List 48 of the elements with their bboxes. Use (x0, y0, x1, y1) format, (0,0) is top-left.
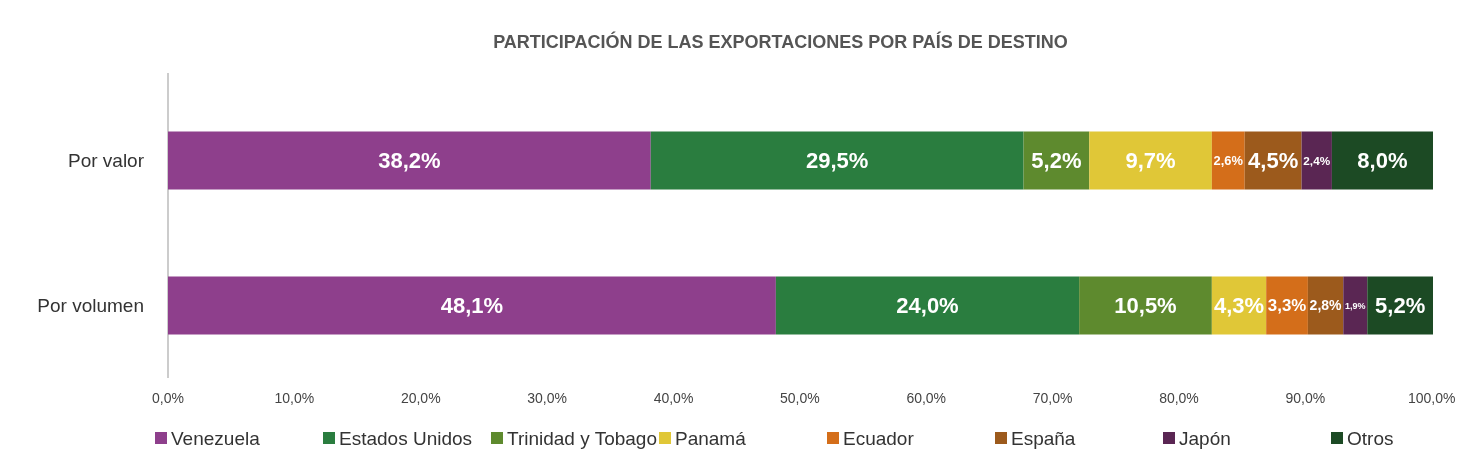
legend-label: Estados Unidos (339, 427, 473, 449)
legend-label: Venezuela (171, 427, 261, 449)
data-label: 5,2% (1031, 148, 1082, 174)
x-tick-label: 90,0% (1285, 390, 1326, 406)
x-tick-label: 100,0% (1407, 390, 1456, 406)
data-label: 24,0% (896, 293, 959, 319)
y-tick-label: Por volumen (37, 295, 144, 317)
x-tick-label: 10,0% (274, 390, 315, 406)
data-label: 3,3% (1267, 296, 1307, 316)
bar (168, 276, 776, 335)
legend-label: Ecuador (843, 427, 915, 449)
bar (1331, 131, 1433, 190)
legend-label: Trinidad y Tobago (507, 427, 657, 449)
bar (775, 276, 1080, 335)
data-label: 10,5% (1114, 293, 1177, 319)
data-label: 4,5% (1248, 148, 1299, 174)
bar (1211, 131, 1245, 190)
bar (1079, 276, 1212, 335)
data-label: 9,7% (1125, 148, 1176, 174)
data-label: 2,4% (1303, 153, 1331, 167)
x-tick-label: 80,0% (1159, 390, 1199, 406)
x-tick-label: 50,0% (780, 390, 820, 406)
data-label: 5,2% (1375, 293, 1426, 319)
y-tick-label: Por valor (67, 150, 145, 172)
data-label: 2,8% (1309, 297, 1343, 314)
data-label: 38,2% (378, 148, 441, 174)
x-tick-label: 60,0% (906, 390, 947, 406)
data-label: 2,6% (1213, 153, 1244, 169)
data-label: 29,5% (805, 148, 869, 174)
bar (1089, 131, 1212, 190)
bar (1343, 276, 1368, 335)
legend-label: Otros (1347, 427, 1394, 449)
data-label: 4,3% (1213, 293, 1265, 319)
x-tick-label: 70,0% (1032, 390, 1073, 406)
x-tick-label: 30,0% (527, 390, 567, 406)
data-label: 8,0% (1357, 148, 1408, 174)
bar (650, 131, 1024, 190)
x-tick-label: 0,0% (152, 390, 184, 406)
x-tick-label: 40,0% (653, 390, 694, 406)
chart-title: PARTICIPACIÓN DE LAS EXPORTACIONES POR PAÍS DE DESTINO (493, 31, 1068, 52)
bar (168, 131, 651, 190)
data-label: 1,9% (1345, 300, 1366, 311)
data-label: 48,1% (440, 293, 504, 319)
x-tick-label: 20,0% (400, 390, 441, 406)
legend-label: Japón (1179, 427, 1231, 449)
bar (1301, 131, 1332, 190)
legend-label: España (1011, 427, 1076, 449)
legend-label: Panamá (675, 427, 747, 449)
